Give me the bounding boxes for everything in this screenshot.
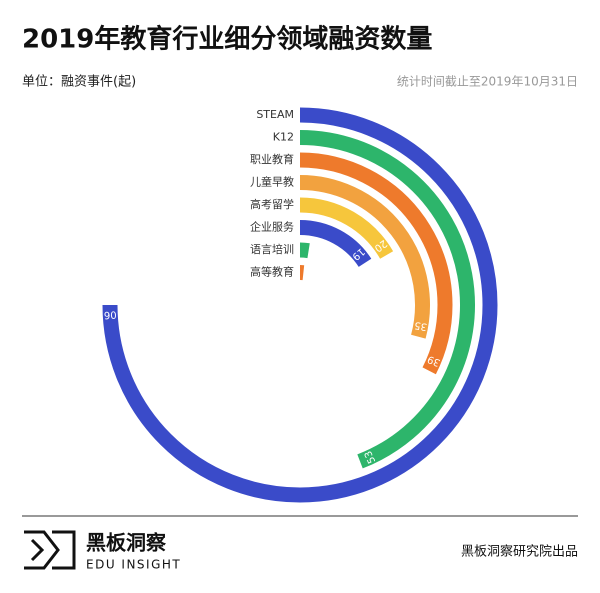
radial-bar: [299, 242, 310, 259]
radial-bar: [299, 175, 430, 339]
category-label: K12: [273, 131, 294, 144]
brand: 黑板洞察: [86, 531, 167, 555]
chart-title: 2019年教育行业细分领域融资数量: [22, 24, 432, 55]
radial-bar: [299, 130, 475, 469]
value-label: 35: [414, 319, 428, 332]
radial-bar: [299, 197, 394, 259]
radial-bar: [102, 107, 498, 503]
value-label: 39: [426, 353, 442, 368]
logo-icon: [24, 530, 76, 570]
radial-bar: [299, 152, 453, 375]
date-note: 统计时间截止至2019年10月31日: [397, 75, 578, 89]
category-label: 儿童早教: [250, 175, 294, 189]
radial-bar: [299, 220, 372, 268]
category-label: 职业教育: [250, 152, 294, 166]
category-label: 语言培训: [250, 242, 294, 256]
category-label: 高等教育: [250, 265, 294, 279]
brand-en: EDU INSIGHT: [86, 558, 181, 572]
category-label: 高考留学: [250, 197, 294, 211]
unit-note: 单位：融资事件(起): [22, 75, 136, 90]
category-label: STEAM: [256, 108, 294, 121]
value-label: 90: [104, 311, 117, 323]
category-label: 企业服务: [250, 220, 294, 234]
value-label: 53: [363, 449, 378, 465]
credit: 黑板洞察研究院出品: [461, 545, 578, 560]
